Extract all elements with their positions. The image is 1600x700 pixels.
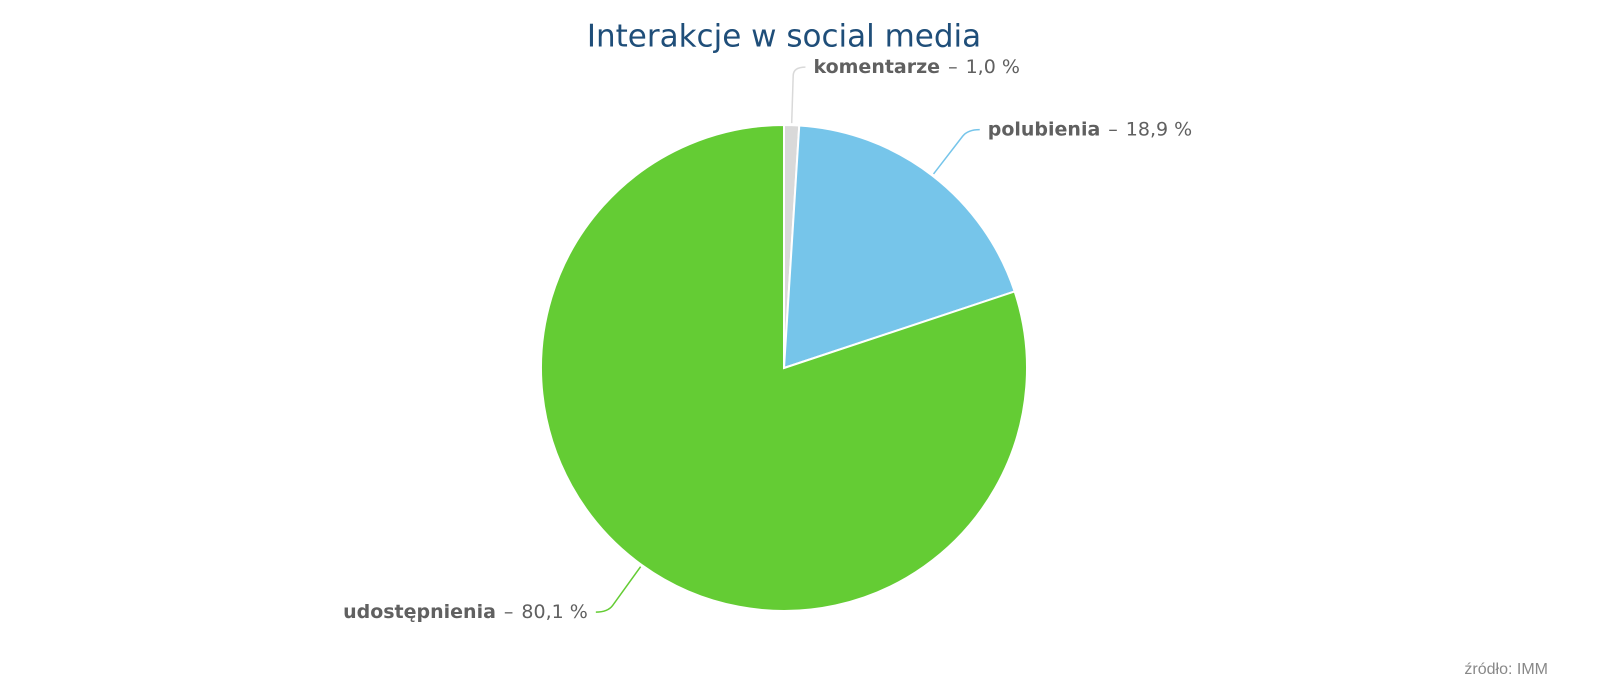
chart-title: Interakcje w social media (587, 19, 981, 55)
data-label: polubienia –18,9 % (988, 118, 1192, 140)
value-label: 1,0 % (966, 56, 1020, 78)
label-separator: – (1108, 118, 1118, 140)
label-separator: – (504, 601, 514, 623)
pie-slice (782, 124, 1016, 370)
value-label: 18,9 % (1126, 118, 1192, 140)
category-name: komentarze (813, 56, 940, 78)
data-label: udostępnienia –80,1 % (343, 601, 588, 623)
source-credit: źródło: IMM (1464, 661, 1548, 678)
label-separator: – (948, 56, 958, 78)
data-label: komentarze –1,0 % (813, 56, 1019, 78)
connector-line (932, 128, 980, 175)
connector-line (790, 66, 806, 124)
value-label: 80,1 % (521, 601, 587, 623)
category-name: polubienia (988, 118, 1101, 140)
category-name: udostępnienia (343, 601, 496, 623)
connector-line (595, 566, 642, 613)
pie-slice (540, 123, 1028, 612)
